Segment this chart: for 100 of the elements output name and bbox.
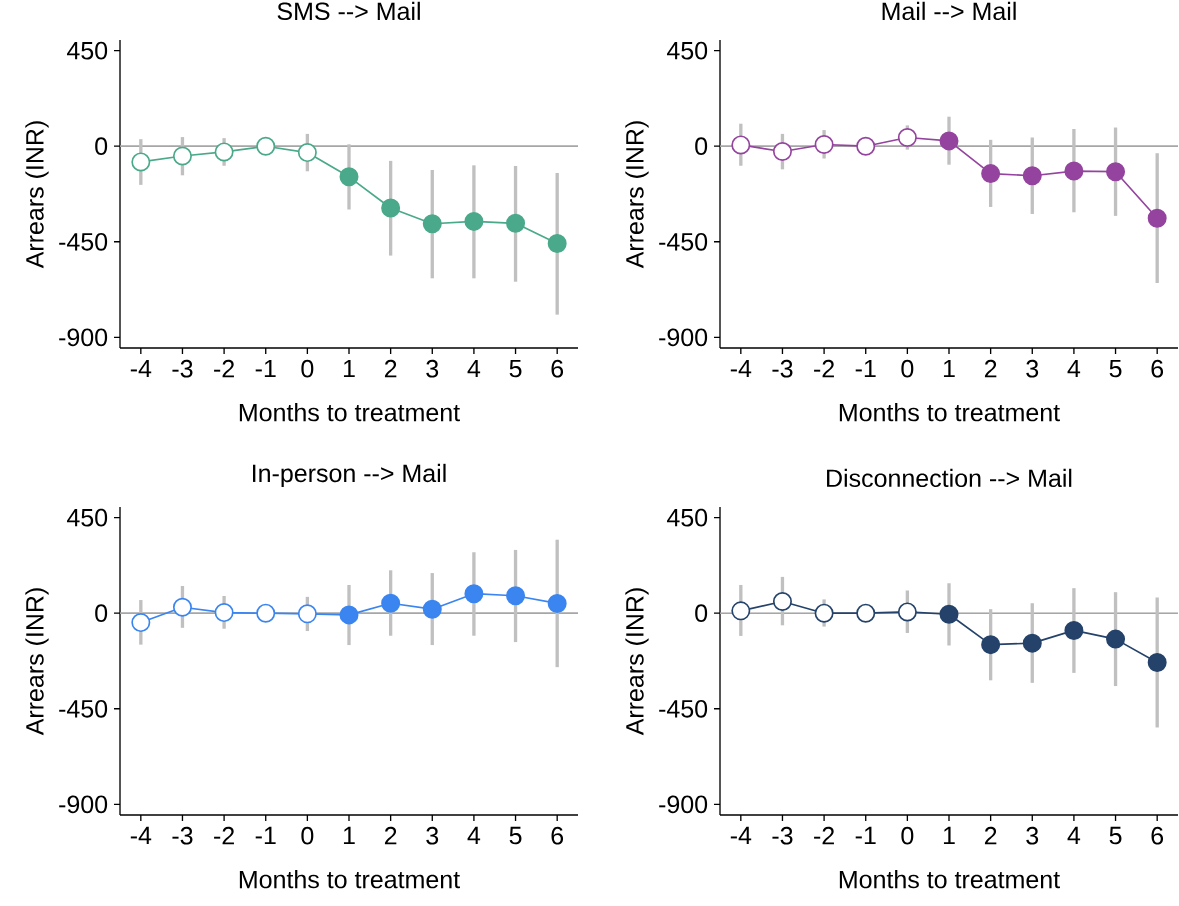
x-tick-label: -1 [855, 359, 876, 378]
point [339, 605, 359, 625]
point [172, 146, 192, 166]
point [856, 136, 876, 156]
x-tick-label: 0 [301, 359, 314, 378]
x-tick-label: -3 [772, 826, 793, 845]
x-tick-label: -4 [730, 359, 752, 378]
x-tick-label: 1 [343, 826, 355, 845]
x-tick-label: 6 [551, 826, 564, 845]
x-tick-label: 3 [1026, 359, 1039, 378]
y-axis-title: Arrears (INR) [625, 121, 649, 269]
y-tick-label: 450 [66, 508, 108, 527]
point [731, 135, 751, 155]
point [1106, 162, 1126, 182]
x-axis-title: Months to treatment [239, 403, 460, 422]
x-tick-label: 4 [1067, 359, 1081, 378]
y-tick-label: 0 [695, 137, 708, 156]
point [506, 213, 526, 233]
point [464, 584, 484, 604]
point [381, 593, 401, 613]
y-tick-label: 0 [95, 137, 108, 156]
point [1064, 161, 1084, 181]
point [814, 135, 834, 155]
point [422, 599, 442, 619]
point [297, 604, 317, 624]
x-tick-label: 6 [1151, 359, 1164, 378]
x-tick-label: 3 [1026, 826, 1039, 845]
point [772, 592, 792, 612]
x-tick-label: 3 [426, 826, 439, 845]
x-tick-label: -2 [214, 359, 234, 378]
y-tick-label: 450 [666, 41, 708, 60]
y-tick-label: 0 [695, 604, 708, 623]
y-tick-label: -450 [659, 232, 708, 251]
point [731, 601, 751, 621]
x-tick-label: -1 [855, 826, 876, 845]
point [172, 597, 192, 617]
x-tick-label: -3 [772, 359, 793, 378]
point [381, 198, 401, 218]
point [506, 586, 526, 606]
chart-title: Mail --> Mail [882, 1, 1016, 21]
x-tick-label: 0 [901, 359, 914, 378]
point [131, 613, 151, 633]
point [422, 214, 442, 234]
x-tick-label: -2 [814, 359, 834, 378]
y-tick-label: -900 [659, 795, 708, 814]
x-tick-label: 5 [509, 359, 522, 378]
x-tick-label: 4 [467, 826, 481, 845]
point [1064, 620, 1084, 640]
x-tick-label: -3 [172, 826, 193, 845]
point [214, 142, 234, 162]
point [464, 211, 484, 231]
x-tick-label: -4 [730, 826, 752, 845]
y-tick-label: -450 [59, 232, 108, 251]
point [131, 152, 151, 172]
x-tick-label: -4 [130, 359, 152, 378]
chart-title: Disconnection --> Mail [827, 468, 1072, 488]
point [1106, 629, 1126, 649]
x-tick-label: 3 [426, 359, 439, 378]
y-tick-label: 450 [666, 508, 708, 527]
y-axis-title: Arrears (INR) [25, 588, 49, 736]
x-axis-title: Months to treatment [839, 403, 1060, 422]
point [772, 142, 792, 162]
x-tick-label: 6 [551, 359, 564, 378]
y-tick-label: -900 [59, 328, 108, 347]
x-tick-label: -1 [255, 359, 276, 378]
y-axis-title: Arrears (INR) [25, 121, 49, 269]
y-tick-label: -450 [59, 699, 108, 718]
x-tick-label: 2 [384, 826, 397, 845]
x-tick-label: 0 [901, 826, 914, 845]
point [856, 603, 876, 623]
x-tick-label: -1 [255, 826, 276, 845]
x-tick-label: 6 [1151, 826, 1164, 845]
point [297, 143, 317, 163]
x-axis-title: Months to treatment [239, 870, 460, 889]
y-axis-title: Arrears (INR) [625, 588, 649, 736]
point [814, 603, 834, 623]
x-tick-label: 0 [301, 826, 314, 845]
x-tick-label: 5 [1109, 826, 1122, 845]
x-tick-label: 1 [343, 359, 355, 378]
x-tick-label: 2 [384, 359, 397, 378]
point [256, 603, 276, 623]
x-tick-label: -2 [214, 826, 234, 845]
x-tick-label: -3 [172, 359, 193, 378]
point [939, 604, 959, 624]
point [1022, 633, 1042, 653]
point [339, 167, 359, 187]
x-tick-label: 2 [984, 826, 997, 845]
y-tick-label: 450 [66, 41, 108, 60]
x-tick-label: 2 [984, 359, 997, 378]
y-tick-label: -900 [59, 795, 108, 814]
x-tick-label: 4 [1067, 826, 1081, 845]
point [214, 603, 234, 623]
x-tick-label: -2 [814, 826, 834, 845]
y-tick-label: -900 [659, 328, 708, 347]
point [1022, 166, 1042, 186]
point [897, 127, 917, 148]
x-tick-label: 1 [943, 359, 955, 378]
x-tick-label: -4 [130, 826, 152, 845]
point [256, 136, 276, 156]
point [897, 602, 917, 622]
